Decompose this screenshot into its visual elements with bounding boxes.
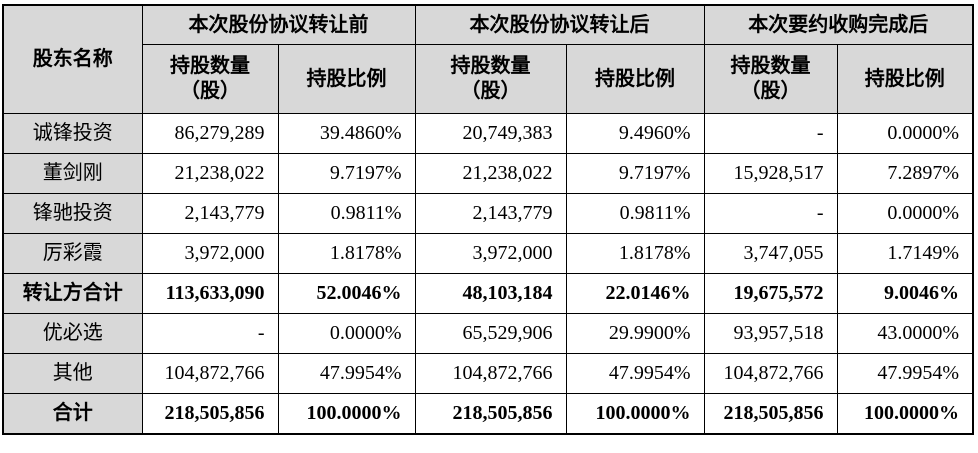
qty-header-line2: （股） [180, 80, 240, 102]
table-row: 其他 104,872,766 47.9954% 104,872,766 47.9954%… [2, 353, 974, 394]
share-ratio-cell: 0.0000% [277, 313, 416, 354]
share-quantity-cell: 21,238,022 [414, 153, 567, 194]
column-header-shareholder-name: 股东名称 [2, 4, 143, 114]
share-quantity-cell: 19,675,572 [703, 273, 838, 314]
share-ratio-cell: 0.0000% [836, 113, 974, 154]
share-ratio-cell: 1.8178% [277, 233, 416, 274]
share-ratio-cell: 100.0000% [836, 393, 974, 434]
table-header: 股东名称 本次股份协议转让前 本次股份协议转让后 本次要约收购完成后 持股数量 … [2, 4, 974, 114]
share-ratio-cell: 1.8178% [565, 233, 705, 274]
share-ratio-cell: 9.7197% [565, 153, 705, 194]
column-header-qty-after: 持股数量 （股） [414, 44, 567, 114]
share-ratio-cell: 0.9811% [277, 193, 416, 234]
share-quantity-cell: - [703, 113, 838, 154]
share-ratio-cell: 29.9900% [565, 313, 705, 354]
group-header-after-transfer: 本次股份协议转让后 [414, 4, 705, 45]
share-quantity-cell: 3,972,000 [414, 233, 567, 274]
share-quantity-cell: 15,928,517 [703, 153, 838, 194]
shareholder-name-cell: 诚锋投资 [2, 113, 143, 154]
share-ratio-cell: 43.0000% [836, 313, 974, 354]
qty-header-line2: （股） [740, 80, 801, 102]
sub-header-row: 持股数量 （股） 持股比例 持股数量 （股） 持股比例 持股数量 （股） 持股比… [3, 44, 974, 114]
table-row: 优必选 -0.0000% 65,529,906 29.9900% 93,957,518 4… [2, 313, 974, 354]
column-header-qty-tender: 持股数量 （股） [703, 44, 838, 114]
shareholding-table: 股东名称 本次股份协议转让前 本次股份协议转让后 本次要约收购完成后 持股数量 … [2, 4, 974, 435]
share-quantity-cell: 65,529,906 [414, 313, 567, 354]
group-header-before-transfer: 本次股份协议转让前 [141, 4, 416, 45]
share-ratio-cell: 9.4960% [565, 113, 705, 154]
column-header-qty-before: 持股数量 （股） [141, 44, 279, 114]
table-row: 诚锋投资 86,279,289 39.4860% 20,749,383 9.4960% -… [2, 113, 974, 154]
share-ratio-cell: 100.0000% [565, 393, 705, 434]
share-ratio-cell: 1.7149% [836, 233, 974, 274]
table-row: 锋驰投资 2,143,779 0.9811% 2,143,779 0.9811% -0.0… [2, 193, 974, 234]
qty-header-line1: 持股数量 [730, 55, 811, 77]
share-quantity-cell: 2,143,779 [414, 193, 567, 234]
share-quantity-cell: 20,749,383 [414, 113, 567, 154]
shareholder-name-cell: 锋驰投资 [2, 193, 143, 234]
share-quantity-cell: 218,505,856 [703, 393, 838, 434]
share-ratio-cell: 9.7197% [277, 153, 416, 194]
share-quantity-cell: 48,103,184 [414, 273, 567, 314]
share-ratio-cell: 47.9954% [277, 353, 416, 394]
share-quantity-cell: 218,505,856 [414, 393, 567, 434]
share-quantity-cell: 218,505,856 [141, 393, 279, 434]
share-quantity-cell: - [141, 313, 279, 354]
shareholder-name-cell: 厉彩霞 [2, 233, 143, 274]
share-ratio-cell: 9.0046% [836, 273, 974, 314]
share-quantity-cell: 21,238,022 [141, 153, 279, 194]
column-header-ratio-after: 持股比例 [565, 44, 705, 114]
share-ratio-cell: 0.9811% [565, 193, 705, 234]
share-ratio-cell: 22.0146% [565, 273, 705, 314]
share-ratio-cell: 0.0000% [836, 193, 974, 234]
column-header-ratio-before: 持股比例 [277, 44, 416, 114]
shareholder-name-cell: 转让方合计 [2, 273, 143, 314]
table-body: 诚锋投资 86,279,289 39.4860% 20,749,383 9.4960% -… [2, 113, 974, 434]
qty-header-line1: 持股数量 [450, 55, 531, 77]
share-quantity-cell: 2,143,779 [141, 193, 279, 234]
share-quantity-cell: 3,747,055 [703, 233, 838, 274]
qty-header-line1: 持股数量 [170, 55, 250, 77]
table-row: 转让方合计 113,633,090 52.0046% 48,103,184 22.014… [2, 273, 974, 314]
share-quantity-cell: 104,872,766 [703, 353, 838, 394]
group-header-after-tender-offer: 本次要约收购完成后 [703, 4, 974, 45]
shareholding-table-container: 股东名称 本次股份协议转让前 本次股份协议转让后 本次要约收购完成后 持股数量 … [2, 4, 974, 435]
share-ratio-cell: 100.0000% [277, 393, 416, 434]
share-quantity-cell: - [703, 193, 838, 234]
table-row: 董剑刚 21,238,022 9.7197% 21,238,022 9.7197% 15,… [2, 153, 974, 194]
group-header-row: 股东名称 本次股份协议转让前 本次股份协议转让后 本次要约收购完成后 [2, 4, 974, 114]
share-ratio-cell: 47.9954% [836, 353, 974, 394]
qty-header-line2: （股） [460, 80, 521, 102]
column-header-ratio-tender: 持股比例 [836, 44, 974, 114]
shareholder-name-cell: 合计 [2, 393, 143, 434]
table-row: 厉彩霞 3,972,000 1.8178% 3,972,000 1.8178% 3,747… [2, 233, 974, 274]
shareholder-name-cell: 优必选 [2, 313, 143, 354]
share-quantity-cell: 104,872,766 [414, 353, 567, 394]
shareholder-name-cell: 董剑刚 [2, 153, 143, 194]
share-quantity-cell: 3,972,000 [141, 233, 279, 274]
share-quantity-cell: 93,957,518 [703, 313, 838, 354]
share-ratio-cell: 47.9954% [565, 353, 705, 394]
shareholder-name-cell: 其他 [2, 353, 143, 394]
share-ratio-cell: 39.4860% [277, 113, 416, 154]
share-ratio-cell: 7.2897% [836, 153, 974, 194]
share-quantity-cell: 104,872,766 [141, 353, 279, 394]
share-quantity-cell: 86,279,289 [141, 113, 279, 154]
table-row: 合计 218,505,856 100.0000% 218,505,856 100.000… [2, 393, 974, 434]
share-quantity-cell: 113,633,090 [141, 273, 279, 314]
share-ratio-cell: 52.0046% [277, 273, 416, 314]
